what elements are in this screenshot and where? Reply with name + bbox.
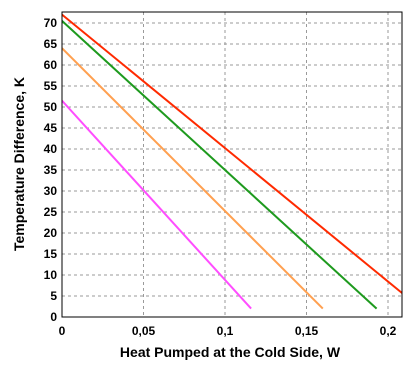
x-tick-label: 0 bbox=[59, 324, 66, 338]
tick-labels: 0 5 10 15 20 25 30 35 40 45 50 55 60 65 70 0 0,05 0,1 0,15… bbox=[44, 16, 397, 338]
y-tick-label: 20 bbox=[44, 226, 58, 240]
y-tick-label: 60 bbox=[44, 58, 58, 72]
y-tick-label: 55 bbox=[44, 79, 58, 93]
y-tick-label: 40 bbox=[44, 142, 58, 156]
y-tick-label: 0 bbox=[50, 310, 57, 324]
y-tick-label: 45 bbox=[44, 121, 58, 135]
series-line-1 bbox=[62, 13, 402, 295]
series-line-3 bbox=[62, 47, 324, 310]
y-tick-label: 5 bbox=[50, 289, 57, 303]
plot-frame bbox=[61, 11, 403, 318]
x-tick-label: 0,1 bbox=[217, 324, 234, 338]
y-tick-label: 15 bbox=[44, 247, 58, 261]
grid bbox=[62, 12, 402, 317]
y-tick-label: 25 bbox=[44, 205, 58, 219]
y-axis-title: Temperature Difference, K bbox=[11, 77, 27, 251]
y-tick-label: 35 bbox=[44, 163, 58, 177]
x-axis-title: Heat Pumped at the Cold Side, W bbox=[120, 344, 341, 360]
x-tick-label: 0,15 bbox=[295, 324, 319, 338]
y-tick-label: 10 bbox=[44, 268, 58, 282]
y-tick-label: 70 bbox=[44, 16, 58, 30]
series-group bbox=[62, 13, 402, 310]
y-tick-label: 65 bbox=[44, 37, 58, 51]
x-tick-label: 0,05 bbox=[132, 324, 156, 338]
y-tick-label: 50 bbox=[44, 100, 58, 114]
y-tick-label: 30 bbox=[44, 184, 58, 198]
series-line-2 bbox=[62, 20, 378, 310]
plot-area bbox=[62, 12, 402, 317]
series-line-4 bbox=[62, 100, 252, 310]
x-tick-label: 0,2 bbox=[380, 324, 397, 338]
